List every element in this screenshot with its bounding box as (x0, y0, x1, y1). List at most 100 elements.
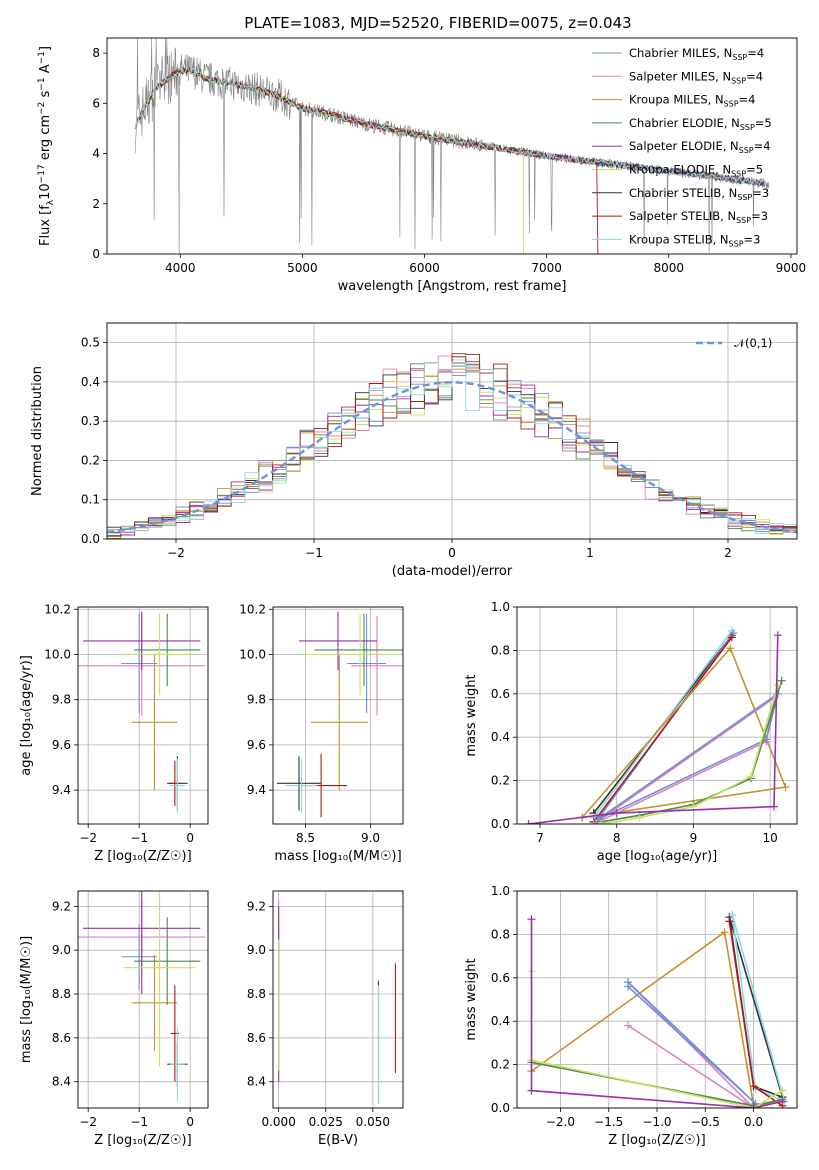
legend-subscript: SSP (736, 216, 751, 225)
data-point-marker (777, 676, 786, 685)
x-tick-label: 8.5 (296, 831, 315, 845)
axes-frame (516, 606, 798, 825)
y-axis-label-part: 10 (38, 183, 53, 200)
y-axis-label-part: −1 (37, 77, 47, 90)
legend-value: =4 (747, 46, 764, 60)
y-axis-label: mass weight (464, 958, 479, 1040)
x-tick-label: 1 (586, 546, 594, 560)
data-point-marker (597, 820, 606, 824)
y-axis-label: Normed distribution (30, 366, 45, 496)
x-axis-label: E(B-V) (318, 1133, 358, 1148)
data-point-marker (773, 631, 782, 640)
plot-area (134, 38, 769, 254)
y-tick-label: 4 (92, 147, 100, 161)
legend-subscript: SSP (739, 146, 754, 155)
x-tick-label: 9000 (776, 261, 807, 275)
x-tick-label: −2.0 (546, 1115, 575, 1129)
mass-weight-line (528, 635, 779, 824)
y-tick-label: 10.2 (239, 602, 266, 616)
y-tick-label: 8.4 (52, 1075, 71, 1089)
axes-frame (77, 606, 209, 825)
x-tick-label: 4000 (165, 261, 196, 275)
y-tick-label: 0.1 (81, 493, 100, 507)
y-axis-label-part: −1 (37, 51, 47, 64)
y-tick-label: 0.4 (81, 375, 100, 389)
plot-area (278, 899, 397, 1104)
x-tick-label: 0.050 (356, 1115, 390, 1129)
data-point-marker (612, 809, 621, 818)
x-axis-label: (data-model)/error (392, 564, 513, 579)
data-point-marker (749, 1104, 758, 1108)
legend-value: =3 (752, 186, 769, 200)
y-tick-label: 9.6 (52, 738, 71, 752)
x-tick-label: −1.0 (642, 1115, 671, 1129)
plot-area (78, 611, 206, 813)
axes-frame (106, 322, 798, 540)
y-tick-label: 9.0 (52, 943, 71, 957)
y-tick-label: 9.6 (247, 738, 266, 752)
plot-area (524, 626, 790, 824)
axes-frame (272, 606, 404, 825)
y-tick-label: 0.5 (81, 336, 100, 350)
x-tick-label: 0.0 (744, 1115, 763, 1129)
y-tick-label: 0.6 (491, 971, 510, 985)
x-tick-label: 9.0 (361, 831, 380, 845)
data-point-marker (746, 772, 755, 781)
legend-series-name: Kroupa ELODIE, N (629, 163, 731, 177)
data-point-marker (728, 910, 737, 919)
x-tick-label: −0.5 (691, 1115, 720, 1129)
x-tick-label: 9 (690, 831, 698, 845)
y-axis-label-part: A (38, 64, 53, 77)
mass-weight-line (530, 919, 783, 1108)
data-point-marker (524, 820, 533, 824)
legend-series-name: Chabrier ELODIE, N (629, 116, 740, 130)
data-point-marker (527, 915, 536, 924)
legend-subscript: SSP (724, 100, 739, 109)
y-tick-label: 9.8 (52, 693, 71, 707)
legend-series-name: Salpeter ELODIE, N (629, 139, 739, 153)
y-tick-label: 2 (92, 197, 100, 211)
legend-value: =4 (754, 139, 771, 153)
legend-subscript: SSP (731, 76, 746, 85)
y-tick-label: 0.2 (81, 453, 100, 467)
mass-weight-line (597, 691, 780, 821)
data-point-marker (527, 1086, 536, 1095)
x-tick-label: 0.025 (309, 1115, 343, 1129)
data-point-marker (729, 629, 738, 638)
normal-reference-curve (107, 381, 797, 534)
legend-value: =5 (755, 116, 772, 130)
grid-lines (78, 891, 208, 1108)
mass-weight-line (581, 646, 787, 819)
y-tick-label: 9.2 (52, 899, 71, 913)
data-point-marker (624, 1021, 633, 1030)
model-line-9 (134, 67, 766, 186)
axes-frame (77, 890, 209, 1109)
y-tick-label: 9.4 (247, 783, 266, 797)
plot-area (78, 891, 206, 1102)
legend-label: Kroupa MILES, NSSP=4 (629, 93, 755, 109)
x-tick-label: −2 (79, 831, 97, 845)
plot-area (107, 353, 797, 539)
mass-weight-line (593, 696, 776, 824)
axes-frame (272, 890, 404, 1109)
y-tick-label: 0 (92, 247, 100, 261)
y-tick-label: 8.8 (52, 987, 71, 1001)
y-tick-label: 6 (92, 96, 100, 110)
y-tick-label: 8.8 (247, 987, 266, 1001)
data-point-marker (725, 917, 734, 926)
data-point-marker (778, 1086, 787, 1095)
y-axis-label: mass weight (464, 674, 479, 756)
y-axis-label-part: Flux [f (38, 205, 53, 246)
y-tick-label: 0.4 (491, 1014, 510, 1028)
y-tick-label: 0.2 (491, 774, 510, 788)
mass-vs-ebv-panel: 0.000 0.025 0.050 8.4 8.6 8.8 9.0 9.2 E(B-V) (247, 890, 404, 1148)
x-axis-label: Z [log₁₀(Z/Z☉)] (94, 849, 191, 864)
legend-subscript: SSP (732, 53, 747, 62)
legend-series-name: Kroupa STELIB, N (629, 232, 729, 246)
x-axis-label: wavelength [Angstrom, rest frame] (338, 279, 567, 294)
y-tick-label: 0.0 (491, 1101, 510, 1115)
legend-series-name: Salpeter MILES, N (629, 69, 731, 83)
x-tick-label: −1 (130, 831, 148, 845)
